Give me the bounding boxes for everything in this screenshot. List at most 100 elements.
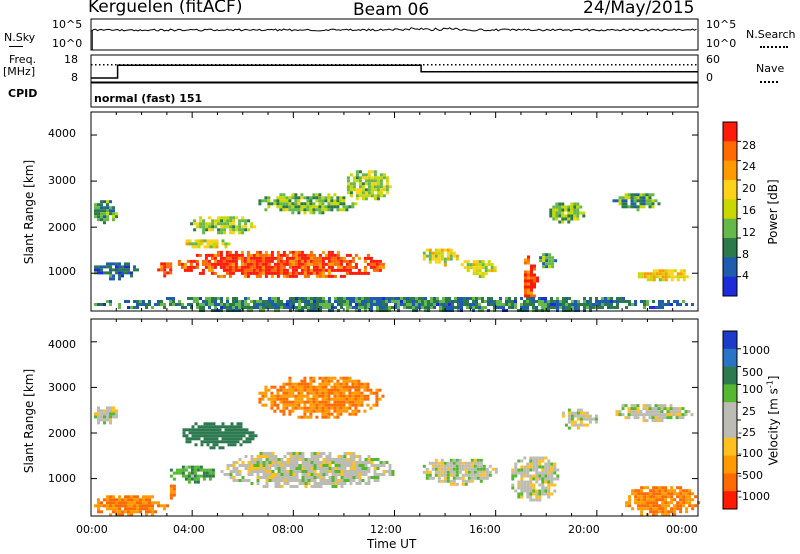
heatmap-cell bbox=[576, 411, 580, 415]
heatmap-cell bbox=[291, 409, 295, 413]
heatmap-cell bbox=[351, 400, 355, 404]
heatmap-cell bbox=[604, 297, 607, 300]
heatmap-cell bbox=[309, 406, 313, 410]
heatmap-cell bbox=[448, 300, 451, 303]
heatmap-cell bbox=[430, 300, 433, 303]
heatmap-cell bbox=[487, 297, 490, 300]
heatmap-cell bbox=[315, 406, 319, 410]
heatmap-cell bbox=[222, 274, 226, 278]
heatmap-cell bbox=[312, 385, 316, 389]
heatmap-cell bbox=[547, 465, 551, 469]
heatmap-cell bbox=[182, 434, 186, 438]
heatmap-cell bbox=[403, 303, 406, 306]
heatmap-cell bbox=[255, 259, 259, 263]
heatmap-cell bbox=[318, 406, 322, 410]
xtick-label: 08:00 bbox=[272, 523, 304, 536]
heatmap-cell bbox=[527, 279, 530, 283]
heatmap-cell bbox=[103, 221, 106, 225]
heatmap-cell bbox=[118, 268, 121, 272]
heatmap-cell bbox=[333, 391, 337, 395]
heatmap-cell bbox=[567, 220, 571, 224]
heatmap-cell bbox=[640, 501, 644, 505]
heatmap-cell bbox=[100, 268, 103, 272]
heatmap-cell bbox=[212, 446, 216, 450]
heatmap-cell bbox=[304, 473, 308, 476]
heatmap-cell bbox=[97, 218, 100, 222]
heatmap-cell bbox=[354, 394, 358, 398]
heatmap-cell bbox=[422, 254, 426, 258]
heatmap-cell bbox=[366, 385, 370, 389]
heatmap-cell bbox=[297, 250, 301, 254]
heatmap-cell bbox=[166, 265, 170, 269]
heatmap-cell bbox=[214, 222, 218, 226]
heatmap-cell bbox=[282, 193, 286, 197]
heatmap-cell bbox=[318, 271, 322, 275]
heatmap-cell bbox=[571, 300, 574, 303]
heatmap-cell bbox=[440, 479, 444, 483]
heatmap-cell bbox=[279, 193, 283, 197]
heatmap-cell bbox=[106, 507, 109, 511]
heatmap-cell bbox=[466, 263, 470, 267]
heatmap-cell bbox=[657, 404, 661, 408]
heatmap-cell bbox=[301, 476, 305, 479]
heatmap-cell bbox=[339, 256, 343, 260]
heatmap-cell bbox=[544, 462, 548, 466]
heatmap-cell bbox=[223, 228, 227, 232]
heatmap-cell bbox=[273, 385, 277, 389]
heatmap-cell bbox=[279, 265, 283, 269]
heatmap-cell bbox=[208, 477, 212, 481]
heatmap-cell bbox=[375, 397, 379, 401]
heatmap-cell bbox=[625, 300, 628, 303]
heatmap-cell bbox=[246, 259, 250, 263]
heatmap-cell bbox=[261, 397, 265, 401]
colorbar-swatch bbox=[723, 218, 737, 239]
heatmap-cell bbox=[351, 397, 355, 401]
heatmap-cell bbox=[434, 467, 438, 471]
heatmap-cell bbox=[250, 455, 254, 458]
heatmap-cell bbox=[236, 425, 240, 429]
heatmap-cell bbox=[676, 495, 680, 499]
heatmap-cell bbox=[637, 498, 641, 502]
heatmap-cell bbox=[373, 297, 376, 300]
heatmap-cell bbox=[651, 199, 655, 203]
heatmap-cell bbox=[361, 297, 364, 300]
heatmap-cell bbox=[342, 202, 346, 206]
heatmap-cell bbox=[333, 376, 337, 380]
heatmap-cell bbox=[443, 248, 447, 252]
heatmap-cell bbox=[97, 303, 100, 306]
heatmap-cell bbox=[363, 259, 367, 263]
heatmap-cell bbox=[312, 379, 316, 383]
heatmap-cell bbox=[431, 251, 435, 255]
heatmap-cell bbox=[636, 407, 640, 411]
heatmap-cell bbox=[514, 465, 518, 469]
heatmap-cell bbox=[397, 303, 400, 306]
heatmap-cell bbox=[194, 443, 198, 447]
heatmap-cell bbox=[267, 253, 271, 257]
heatmap-cell bbox=[206, 422, 210, 426]
heatmap-cell bbox=[283, 464, 287, 467]
heatmap-cell bbox=[556, 468, 560, 472]
heatmap-cell bbox=[297, 199, 301, 203]
heatmap-cell bbox=[202, 471, 206, 475]
heatmap-cell bbox=[645, 413, 649, 417]
heatmap-cell bbox=[297, 253, 301, 257]
heatmap-cell bbox=[94, 415, 97, 419]
heatmap-cell bbox=[307, 464, 311, 467]
heatmap-cell bbox=[327, 274, 331, 278]
heatmap-cell bbox=[306, 406, 310, 410]
heatmap-cell bbox=[342, 397, 346, 401]
heatmap-cell bbox=[520, 468, 524, 472]
heatmap-cell bbox=[673, 513, 677, 517]
heatmap-cell bbox=[345, 388, 349, 392]
heatmap-cell bbox=[355, 482, 359, 485]
heatmap-cell bbox=[485, 476, 489, 480]
heatmap-cell bbox=[97, 265, 100, 269]
heatmap-cell bbox=[598, 300, 601, 303]
heatmap-cell bbox=[136, 495, 139, 499]
heatmap-cell bbox=[361, 467, 365, 470]
heatmap-cell bbox=[190, 474, 194, 478]
colorbar-swatch bbox=[723, 141, 737, 162]
heatmap-cell bbox=[276, 202, 280, 206]
heatmap-cell bbox=[547, 495, 551, 499]
heatmap-cell bbox=[109, 209, 112, 213]
